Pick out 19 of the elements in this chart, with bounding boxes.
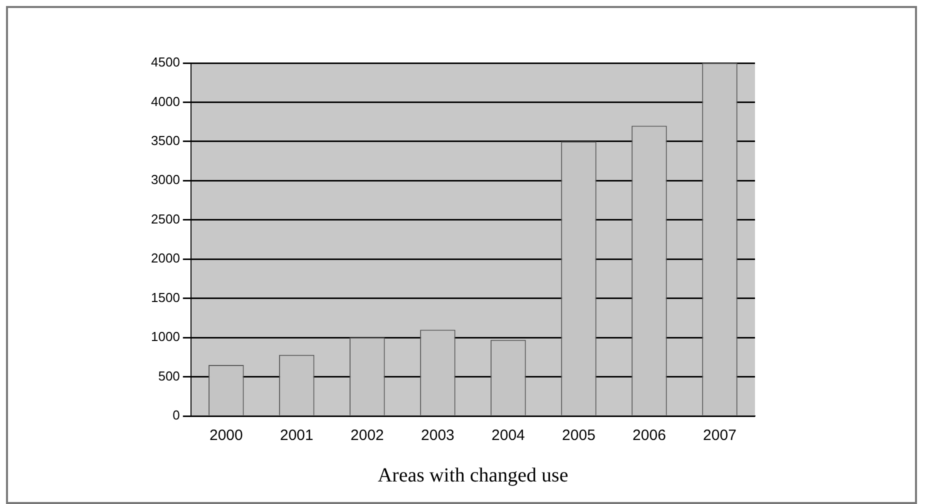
x-tick-label: 2000 [209,427,243,444]
y-tick-label: 2500 [151,211,180,226]
x-tick-label: 2001 [280,427,314,444]
y-tick-label: 0 [172,408,180,423]
y-tick-label: 3000 [151,172,180,188]
x-tick-label: 2007 [703,427,736,444]
y-tick-label: 2000 [151,250,180,266]
y-tick-label: 4000 [151,94,180,109]
x-tick-label: 2004 [492,427,525,444]
y-tick-label: 500 [158,368,180,384]
x-tick-label: 2005 [562,427,596,444]
y-tick-label: 3500 [151,133,180,148]
x-tick-label: 2006 [632,427,666,444]
y-tick-label: 4500 [151,54,180,70]
y-tick-label: 1500 [151,290,180,305]
x-tick-label: 2003 [421,427,454,444]
x-tick-label: 2002 [350,427,384,444]
x-axis-title: Areas with changed use [378,464,568,486]
y-tick-label: 1000 [151,329,180,344]
